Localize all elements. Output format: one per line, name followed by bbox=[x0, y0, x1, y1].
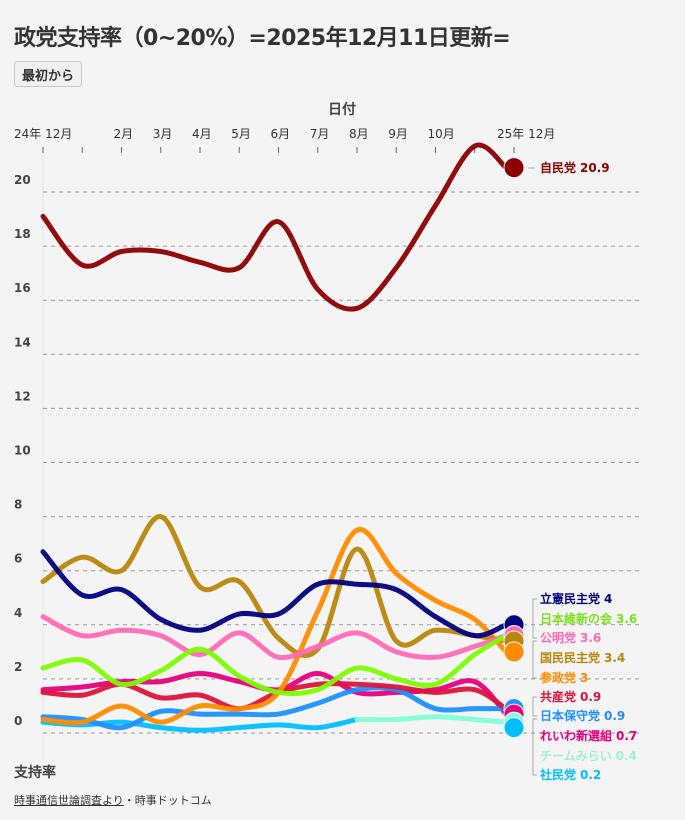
end-dot[interactable] bbox=[503, 717, 525, 739]
y-tick-label: 4 bbox=[14, 606, 22, 620]
y-tick-label: 20 bbox=[14, 173, 31, 187]
legend-label: 社民党 0.2 bbox=[539, 767, 601, 782]
series-lines bbox=[40, 142, 509, 733]
gridlines bbox=[42, 145, 640, 760]
series-line-7[interactable] bbox=[40, 685, 509, 731]
source-link[interactable]: 時事通信世論調査より bbox=[14, 794, 124, 807]
x-tick-label: 6月 bbox=[271, 127, 291, 141]
legend-bracket bbox=[532, 696, 537, 717]
x-tick-label: 5月 bbox=[231, 127, 251, 141]
legend-item[interactable]: 共産党 0.9 bbox=[540, 689, 601, 704]
x-tick-label: 7月 bbox=[310, 127, 330, 141]
legend-item[interactable]: 立憲民主党 4 bbox=[540, 591, 612, 606]
legend-label: 公明党 3.6 bbox=[540, 630, 601, 645]
end-dot[interactable] bbox=[503, 641, 525, 663]
legend: 自民党 20.9 立憲民主党 4 日本維新の会 3.6 公明党 3.6 国民民主党 3.4 参政党 3… bbox=[528, 160, 637, 782]
legend-label: チームみらい 0.4 bbox=[540, 749, 637, 763]
legend-item[interactable]: 日本保守党 0.9 bbox=[540, 708, 625, 723]
x-tick-label: 10月 bbox=[428, 127, 455, 141]
legend-label: 日本維新の会 3.6 bbox=[540, 611, 637, 626]
y-tick-label: 6 bbox=[14, 552, 22, 566]
series-line-0[interactable] bbox=[40, 142, 509, 312]
y-axis-title: 支持率 bbox=[14, 765, 56, 781]
series-line-3[interactable] bbox=[40, 614, 509, 661]
legend-label: 参政党 3 bbox=[540, 670, 588, 685]
y-tick-label: 16 bbox=[14, 281, 31, 295]
legend-label: 日本保守党 0.9 bbox=[540, 708, 625, 723]
series-line-9[interactable] bbox=[354, 714, 509, 725]
reset-to-start-button[interactable]: 最初から bbox=[14, 61, 83, 87]
end-dots bbox=[503, 157, 525, 739]
legend-item[interactable]: 国民民主党 3.4 bbox=[540, 650, 625, 665]
legend-bracket bbox=[532, 598, 537, 639]
legend-bracket bbox=[532, 640, 537, 679]
legend-item[interactable]: れいわ新選組 0.7 bbox=[540, 728, 637, 743]
x-tick-label: 4月 bbox=[192, 127, 212, 141]
x-axis-title: 日付 bbox=[328, 101, 356, 118]
series-line-4[interactable] bbox=[40, 514, 509, 658]
chart-title: 政党支持率（0~20%）=2025年12月11日更新= bbox=[14, 26, 511, 51]
series-line-1[interactable] bbox=[40, 549, 509, 639]
separator: ・ bbox=[123, 794, 135, 807]
x-tick-label: 8月 bbox=[349, 127, 369, 141]
y-tick-label: 10 bbox=[14, 444, 31, 458]
legend-item[interactable]: 日本維新の会 3.6 bbox=[540, 611, 637, 626]
series-line-2[interactable] bbox=[40, 633, 509, 697]
source-credit: 時事通信世論調査より・時事ドットコム bbox=[14, 792, 212, 808]
legend-item[interactable]: 参政党 3 bbox=[540, 670, 588, 685]
y-tick-label: 0 bbox=[14, 714, 22, 728]
x-tick-label: 24年 12月 bbox=[14, 127, 72, 141]
y-tick-label: 8 bbox=[14, 498, 22, 512]
x-tick-label: 9月 bbox=[388, 127, 408, 141]
y-axis: 0 2 4 6 8 10 12 14 16 18 20 bbox=[14, 173, 31, 728]
end-dot[interactable] bbox=[503, 157, 525, 179]
legend-label: 立憲民主党 4 bbox=[540, 591, 612, 606]
x-tick-label: 2月 bbox=[114, 127, 134, 141]
legend-label: 自民党 20.9 bbox=[540, 160, 610, 175]
legend-item[interactable]: 社民党 0.2 bbox=[539, 767, 601, 782]
y-tick-label: 2 bbox=[14, 660, 22, 674]
legend-item[interactable]: チームみらい 0.4 bbox=[540, 749, 637, 763]
x-tick-label: 3月 bbox=[153, 127, 173, 141]
y-tick-label: 14 bbox=[14, 335, 31, 349]
legend-bracket bbox=[532, 718, 537, 776]
legend-item[interactable]: 自民党 20.9 bbox=[540, 160, 610, 175]
y-tick-label: 18 bbox=[14, 227, 31, 241]
legend-label: 国民民主党 3.4 bbox=[540, 650, 625, 665]
series-line-5[interactable] bbox=[40, 527, 509, 726]
y-tick-label: 12 bbox=[14, 389, 31, 403]
legend-label: 共産党 0.9 bbox=[540, 689, 601, 704]
legend-label: れいわ新選組 0.7 bbox=[540, 728, 637, 743]
legend-item[interactable]: 公明党 3.6 bbox=[540, 630, 601, 645]
x-axis: 日付 24年 12月 2月 3月 4月 5月 6月 7月 8月 9月 10月 25年 12月 bbox=[14, 101, 555, 153]
x-tick-label: 25年 12月 bbox=[497, 127, 555, 141]
publisher-name: 時事ドットコム bbox=[134, 794, 212, 807]
